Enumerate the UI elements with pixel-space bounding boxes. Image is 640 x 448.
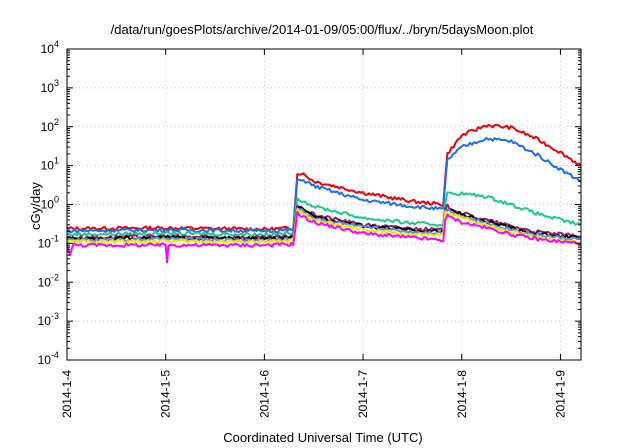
y-axis-label: cGy/day (28, 182, 43, 230)
x-tick-label: 2014-1-5 (159, 370, 173, 418)
grid (67, 49, 581, 360)
x-tick-label: 2014-1-8 (455, 370, 469, 418)
y-tick-label: 102 (41, 117, 59, 134)
x-tick-label: 2014-1-7 (356, 370, 370, 418)
series-line (66, 191, 582, 237)
series-line (66, 210, 582, 264)
plot-area (66, 123, 582, 264)
y-tick-label: 103 (41, 78, 59, 95)
y-tick-label: 10-1 (38, 233, 59, 250)
y-tick-label: 10-4 (38, 350, 59, 367)
chart-title: /data/run/goesPlots/archive/2014-01-09/0… (111, 22, 534, 37)
x-tick-label: 2014-1-9 (553, 370, 567, 418)
series-line (66, 203, 581, 240)
y-tick-label: 10-3 (38, 311, 59, 328)
series-line (66, 207, 582, 243)
x-axis-label: Coordinated Universal Time (UTC) (223, 430, 422, 445)
y-tick-label: 101 (41, 156, 59, 173)
x-tick-label: 2014-1-6 (257, 370, 271, 418)
axis-ticks: 10-4 10-3 10-2 10-1 100 101 102 103 104 2014-1-4 2… (38, 39, 581, 418)
y-tick-label: 104 (41, 39, 59, 56)
y-tick-label: 10-2 (38, 272, 59, 289)
x-tick-label: 2014-1-4 (60, 370, 74, 418)
series-line (66, 137, 582, 234)
y-tick-label: 100 (41, 195, 59, 212)
